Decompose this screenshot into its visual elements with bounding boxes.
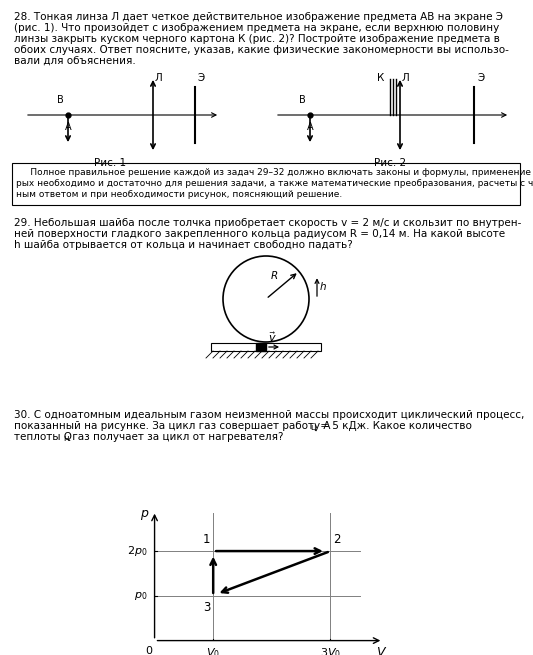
Text: p: p: [140, 506, 148, 519]
Text: вали для объяснения.: вали для объяснения.: [14, 56, 136, 66]
Text: обоих случаях. Ответ поясните, указав, какие физические закономерности вы исполь: обоих случаях. Ответ поясните, указав, к…: [14, 45, 509, 55]
Text: h шайба отрывается от кольца и начинает свободно падать?: h шайба отрывается от кольца и начинает …: [14, 240, 353, 250]
Text: Л: Л: [155, 73, 163, 83]
Text: линзы закрыть куском черного картона К (рис. 2)? Постройте изображение предмета : линзы закрыть куском черного картона К (…: [14, 34, 500, 44]
Text: 30. С одноатомным идеальным газом неизменной массы происходит циклический процес: 30. С одноатомным идеальным газом неизме…: [14, 410, 524, 420]
Text: ней поверхности гладкого закрепленного кольца радиусом R = 0,14 м. На какой высо: ней поверхности гладкого закрепленного к…: [14, 229, 505, 239]
Text: рых необходимо и достаточно для решения задачи, а также математические преобразо: рых необходимо и достаточно для решения …: [16, 179, 533, 188]
Text: $p_0$: $p_0$: [134, 590, 148, 602]
Text: $\vec{v}$: $\vec{v}$: [268, 330, 277, 344]
Bar: [12, 163, 520, 205]
Text: Э: Э: [477, 73, 484, 83]
Text: показанный на рисунке. За цикл газ совершает работу А: показанный на рисунке. За цикл газ совер…: [14, 421, 330, 431]
Text: н: н: [63, 434, 69, 443]
Text: B: B: [299, 95, 306, 105]
Text: A: A: [65, 122, 71, 132]
Text: $2p_0$: $2p_0$: [127, 544, 148, 558]
Text: 29. Небольшая шайба после толчка приобретает скорость v = 2 м/с и скользит по вн: 29. Небольшая шайба после толчка приобре…: [14, 218, 521, 228]
Bar: [256, 343, 266, 351]
Text: $3V_0$: $3V_0$: [320, 646, 341, 655]
Text: 28. Тонкая линза Л дает четкое действительное изображение предмета АВ на экране : 28. Тонкая линза Л дает четкое действите…: [14, 12, 503, 22]
Bar: [211, 343, 321, 351]
Text: 0: 0: [145, 646, 152, 655]
Text: Э: Э: [198, 73, 205, 83]
Text: = 5 кДж. Какое количество: = 5 кДж. Какое количество: [317, 421, 472, 431]
Text: R: R: [271, 271, 278, 281]
Text: Рис. 2: Рис. 2: [374, 158, 406, 168]
Text: ц: ц: [310, 423, 316, 432]
Text: 1: 1: [203, 533, 210, 546]
Text: h: h: [320, 282, 327, 292]
Text: 3: 3: [203, 601, 210, 614]
Text: A: A: [307, 122, 313, 132]
Text: (рис. 1). Что произойдет с изображением предмета на экране, если верхнюю половин: (рис. 1). Что произойдет с изображением …: [14, 23, 499, 33]
Text: ным ответом и при необходимости рисунок, поясняющий решение.: ным ответом и при необходимости рисунок,…: [16, 190, 342, 199]
Text: B: B: [57, 95, 64, 105]
Text: Рис. 1: Рис. 1: [94, 158, 126, 168]
Text: $V_0$: $V_0$: [206, 646, 220, 655]
Text: V: V: [376, 646, 384, 655]
Text: К: К: [377, 73, 384, 83]
Text: теплоты Q: теплоты Q: [14, 432, 72, 442]
Text: Л: Л: [402, 73, 410, 83]
Text: Полное правильное решение каждой из задач 29–32 должно включать законы и формулы: Полное правильное решение каждой из зада…: [16, 168, 533, 177]
Text: газ получает за цикл от нагревателя?: газ получает за цикл от нагревателя?: [69, 432, 284, 442]
Text: 2: 2: [334, 533, 341, 546]
